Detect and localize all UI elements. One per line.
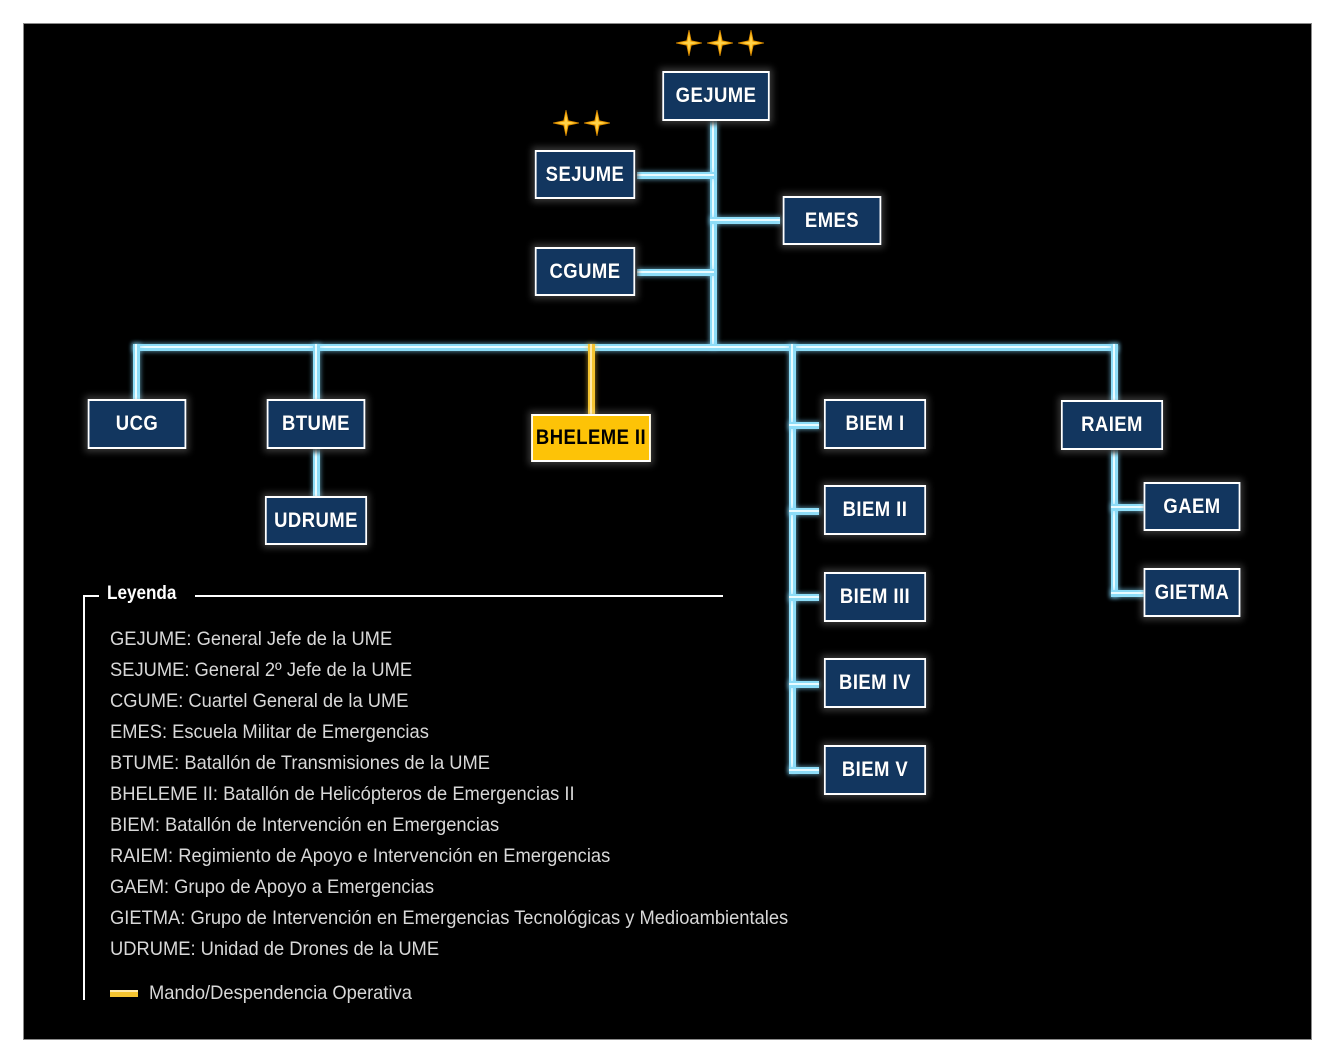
connector-emes — [710, 217, 780, 224]
node-gejume[interactable]: GEJUME — [662, 71, 770, 121]
node-cgume[interactable]: CGUME — [534, 247, 636, 296]
diagram-canvas: GEJUME SEJUME CGUME EMES UCG BTUME UDRUM… — [24, 24, 1311, 1039]
legend-entry: CGUME: Cuartel General de la UME — [110, 690, 409, 712]
node-emes[interactable]: EMES — [782, 196, 882, 245]
node-biem-i[interactable]: BIEM I — [823, 399, 927, 449]
connector-btume — [313, 344, 320, 401]
connector-gietma — [1111, 590, 1145, 597]
legend-entry: RAIEM: Regimiento de Apoyo e Intervenció… — [110, 845, 611, 867]
legend-key-label: Mando/Despendencia Operativa — [149, 982, 412, 1004]
connector-raiem-spine — [1111, 344, 1118, 597]
connector-gaem — [1111, 504, 1145, 511]
star-icon — [676, 30, 702, 56]
connector-biem4 — [789, 681, 819, 688]
connector-biem-spine — [789, 344, 796, 772]
rank-stars-gejume — [676, 30, 764, 56]
node-biem-iii[interactable]: BIEM III — [823, 572, 927, 622]
node-bheleme-ii[interactable]: BHELEME II — [531, 414, 651, 462]
star-icon — [553, 110, 579, 136]
node-ucg[interactable]: UCG — [87, 399, 187, 449]
connector-main-bus — [133, 344, 1118, 351]
node-biem-ii[interactable]: BIEM II — [823, 485, 927, 535]
legend-entry: SEJUME: General 2º Jefe de la UME — [110, 659, 413, 681]
legend-title: Leyenda — [107, 583, 177, 604]
star-icon — [707, 30, 733, 56]
operational-line-swatch — [110, 990, 138, 997]
legend-entry: BHELEME II: Batallón de Helicópteros de … — [110, 783, 575, 805]
legend-rule — [195, 595, 723, 597]
connector-btume-udrume — [313, 447, 320, 499]
connector-cgume — [637, 269, 714, 276]
legend: Leyenda GEJUME: General Jefe de la UME S… — [83, 582, 789, 1005]
connector-biem5 — [789, 767, 819, 774]
node-biem-v[interactable]: BIEM V — [823, 745, 927, 795]
node-udrume[interactable]: UDRUME — [264, 496, 368, 545]
connector-gejume-trunk — [710, 118, 717, 348]
legend-entry: GEJUME: General Jefe de la UME — [110, 628, 393, 650]
node-btume[interactable]: BTUME — [266, 399, 366, 449]
legend-entry: GIETMA: Grupo de Intervención en Emergen… — [110, 907, 789, 929]
connector-bheleme-operational — [588, 344, 595, 416]
legend-entry: EMES: Escuela Militar de Emergencias — [110, 721, 429, 743]
star-icon — [738, 30, 764, 56]
star-icon — [584, 110, 610, 136]
node-raiem[interactable]: RAIEM — [1060, 400, 1164, 450]
legend-header: Leyenda — [83, 582, 723, 1000]
diagram-frame: GEJUME SEJUME CGUME EMES UCG BTUME UDRUM… — [23, 23, 1312, 1040]
connector-biem2 — [789, 508, 819, 515]
connector-biem1 — [789, 422, 819, 429]
node-biem-iv[interactable]: BIEM IV — [823, 658, 927, 708]
legend-entry: GAEM: Grupo de Apoyo a Emergencias — [110, 876, 435, 898]
legend-entry: UDRUME: Unidad de Drones de la UME — [110, 938, 440, 960]
node-gietma[interactable]: GIETMA — [1143, 568, 1241, 617]
legend-entry: BIEM: Batallón de Intervención en Emerge… — [110, 814, 500, 836]
connector-ucg — [133, 344, 140, 401]
legend-entry: BTUME: Batallón de Transmisiones de la U… — [110, 752, 490, 774]
legend-body: GEJUME: General Jefe de la UME SEJUME: G… — [83, 608, 789, 1005]
node-gaem[interactable]: GAEM — [1143, 482, 1241, 531]
connector-sejume — [637, 172, 714, 179]
legend-key-operational: Mando/Despendencia Operativa — [110, 982, 723, 1005]
connector-biem3 — [789, 594, 819, 601]
rank-stars-sejume — [553, 110, 610, 136]
legend-left-rule — [83, 595, 85, 1000]
node-sejume[interactable]: SEJUME — [534, 150, 636, 199]
legend-border-stub — [83, 595, 99, 597]
